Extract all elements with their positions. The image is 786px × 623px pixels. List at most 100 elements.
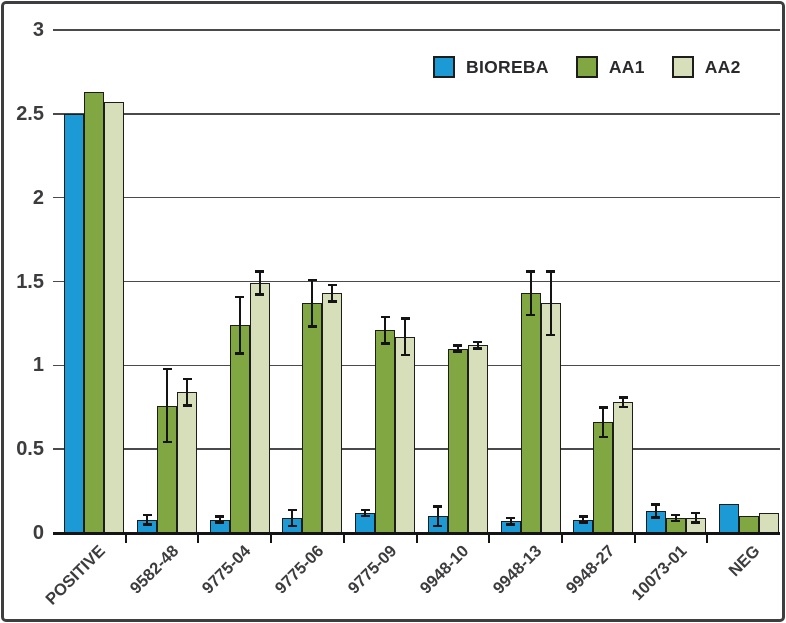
- error-bar-cap-top: [360, 508, 370, 512]
- error-bar-cap-bottom: [506, 523, 516, 526]
- legend-item-bioreba: BIOREBA: [433, 56, 549, 78]
- error-bar-cap-top: [380, 315, 390, 319]
- error-bar: [218, 516, 221, 523]
- error-bar-cap-top: [506, 516, 516, 520]
- legend-item-aa1: AA1: [575, 56, 645, 78]
- bar-aa2-neg: [758, 512, 779, 533]
- error-bar-cap-bottom: [691, 521, 701, 524]
- error-bar-cap-top: [215, 515, 225, 518]
- error-bar-cap-top: [182, 377, 192, 381]
- bar-aa1-9775-06: [302, 303, 323, 533]
- error-bar-cap-top: [691, 511, 701, 515]
- legend-label-aa1: AA1: [608, 56, 645, 77]
- error-bar-cap-bottom: [651, 516, 661, 519]
- error-bar-cap-top: [433, 505, 443, 508]
- y-axis-label: 2.5: [16, 102, 44, 125]
- error-bar-cap-bottom: [453, 350, 463, 353]
- error-bar-cap-bottom: [433, 524, 443, 528]
- error-bar-cap-bottom: [215, 521, 225, 524]
- error-bar: [549, 271, 552, 336]
- error-bar: [238, 296, 241, 354]
- y-axis-label: 0: [32, 522, 44, 544]
- error-bar: [674, 514, 677, 522]
- error-bar-cap-top: [546, 270, 556, 273]
- error-bar: [166, 368, 169, 443]
- error-bar-cap-top: [307, 278, 317, 282]
- error-bar-cap-bottom: [327, 300, 337, 303]
- error-bar-cap-bottom: [546, 333, 556, 337]
- legend: BIOREBA AA1 AA2: [433, 56, 741, 78]
- error-bar: [509, 517, 512, 525]
- error-bar-cap-top: [473, 340, 483, 344]
- y-axis-label: 1: [32, 354, 44, 377]
- error-bar: [364, 509, 367, 517]
- gridline-2: [53, 196, 780, 199]
- bar-aa2-9948-10: [467, 345, 488, 533]
- bar-aa1-9775-04: [229, 325, 250, 533]
- x-axis-line: [53, 531, 780, 535]
- bar-aa2-9775-06: [322, 293, 343, 533]
- bar-aa1-9948-10: [447, 348, 468, 533]
- error-bar-cap-top: [235, 295, 245, 299]
- bar-aa2-positive: [104, 102, 125, 533]
- bar-aa2-9775-04: [249, 283, 270, 533]
- error-bar: [456, 345, 459, 352]
- legend-item-aa2: AA2: [671, 56, 741, 78]
- bar-aa1-positive: [84, 92, 105, 533]
- error-bar: [258, 271, 261, 295]
- legend-swatch-bioreba: [433, 56, 455, 78]
- gridline-1: [53, 364, 780, 367]
- error-bar-cap-top: [327, 283, 337, 287]
- error-bar-cap-bottom: [235, 352, 245, 355]
- error-bar-cap-bottom: [307, 325, 317, 328]
- error-bar: [694, 512, 697, 523]
- error-bar-cap-top: [526, 270, 536, 273]
- bar-aa1-neg: [738, 516, 759, 533]
- error-bar-cap-bottom: [618, 405, 628, 409]
- error-bar-cap-bottom: [182, 404, 192, 407]
- error-bar-cap-top: [651, 503, 661, 506]
- legend-label-bioreba: BIOREBA: [466, 56, 549, 77]
- gridline-2.5: [53, 113, 780, 115]
- error-bar-cap-top: [400, 317, 410, 320]
- x-axis-tick: [415, 534, 418, 543]
- error-bar-cap-bottom: [360, 514, 370, 518]
- error-bar: [146, 514, 149, 525]
- error-bar-cap-top: [162, 367, 172, 371]
- gridline-3: [53, 29, 780, 31]
- bar-aa1-9775-09: [375, 330, 396, 533]
- error-bar: [311, 279, 314, 327]
- error-bar-cap-top: [598, 406, 608, 409]
- y-axis-label: 3: [32, 19, 44, 41]
- error-bar: [602, 407, 605, 438]
- error-bar: [291, 509, 294, 527]
- error-bar-cap-bottom: [380, 342, 390, 345]
- legend-label-aa2: AA2: [704, 56, 741, 77]
- error-bar-cap-bottom: [287, 524, 297, 528]
- error-bar-cap-bottom: [162, 440, 172, 444]
- error-bar-cap-bottom: [671, 519, 681, 523]
- x-axis-tick: [633, 534, 636, 543]
- error-bar-cap-bottom: [473, 347, 483, 350]
- x-axis-tick: [560, 534, 563, 543]
- error-bar-cap-bottom: [578, 521, 588, 524]
- y-axis-label: 0.5: [16, 438, 44, 461]
- bar-aa2-9582-48: [177, 392, 198, 533]
- error-bar-cap-bottom: [255, 293, 265, 296]
- error-bar-cap-bottom: [526, 313, 536, 317]
- error-bar-cap-top: [618, 396, 628, 399]
- error-bar-cap-top: [255, 270, 265, 273]
- bar-bioreba-positive: [64, 113, 85, 533]
- x-axis-tick: [197, 534, 200, 543]
- legend-swatch-aa1: [575, 56, 598, 78]
- x-axis-tick: [488, 534, 491, 543]
- error-bar-cap-bottom: [400, 353, 410, 357]
- bar-aa1-9948-13: [520, 293, 541, 533]
- error-bar: [529, 271, 532, 316]
- error-bar: [654, 504, 657, 518]
- y-axis-label: 2: [32, 186, 44, 209]
- gridline-0.5: [53, 448, 780, 450]
- gridline-1.5: [53, 280, 780, 283]
- error-bar: [186, 378, 189, 406]
- bar-aa2-9948-27: [613, 402, 634, 533]
